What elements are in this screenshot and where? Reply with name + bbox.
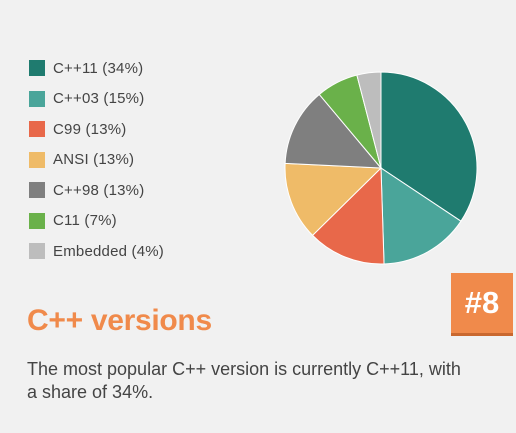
pie-chart (284, 71, 478, 265)
legend-swatch (29, 212, 45, 229)
legend-label: C99 (13%) (53, 120, 127, 138)
page-title: C++ versions (27, 304, 212, 337)
legend-label: C++98 (13%) (53, 181, 145, 199)
pie-slice-c98 (284, 93, 383, 169)
description-text: The most popular C++ version is currentl… (27, 359, 461, 402)
legend-swatch (29, 121, 45, 138)
pie-slice-ansi (284, 162, 383, 237)
legend-swatch (29, 60, 45, 77)
legend-swatch (29, 90, 45, 107)
legend-swatch (29, 182, 45, 199)
pie-slice-c99 (311, 166, 385, 265)
legend-label: Embedded (4%) (53, 242, 164, 260)
legend-item: C++98 (13%) (29, 175, 164, 206)
legend-swatch (29, 243, 45, 260)
legend-label: C++11 (34%) (53, 59, 144, 77)
legend-label: C++03 (15%) (53, 90, 145, 108)
legend-swatch (29, 151, 45, 168)
legend-item: C11 (7%) (29, 206, 164, 237)
pie-slice-embedded (356, 71, 382, 169)
legend-label: ANSI (13%) (53, 151, 135, 169)
pie-slice-c03 (380, 167, 462, 265)
legend-item: C++11 (34%) (29, 53, 164, 84)
legend-item: C99 (13%) (29, 114, 164, 145)
legend-label: C11 (7%) (53, 212, 117, 230)
chart-legend: C++11 (34%) C++03 (15%) C99 (13%) ANSI (… (29, 53, 164, 267)
rank-badge: #8 (451, 273, 513, 333)
legend-item: C++03 (15%) (29, 84, 164, 115)
legend-item: ANSI (13%) (29, 145, 164, 176)
legend-item: Embedded (4%) (29, 236, 164, 267)
